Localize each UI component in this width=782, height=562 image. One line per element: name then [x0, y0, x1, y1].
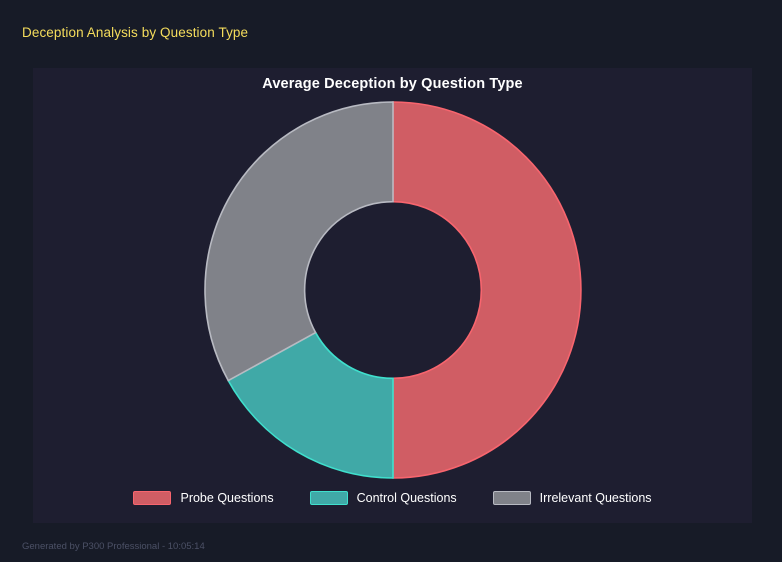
legend-label-control-questions: Control Questions: [356, 491, 457, 505]
legend-item-irrelevant-questions[interactable]: Irrelevant Questions: [492, 491, 652, 505]
legend-item-control-questions[interactable]: Control Questions: [309, 491, 457, 505]
footer-status-text: Generated by P300 Professional - 10:05:1…: [22, 541, 205, 552]
legend-swatch-control-questions: [309, 491, 348, 505]
legend-swatch-irrelevant-questions: [492, 491, 531, 505]
legend-item-probe-questions[interactable]: Probe Questions: [133, 491, 274, 505]
chart-panel: Average Deception by Question Type Probe…: [33, 68, 752, 523]
donut-slice[interactable]: [203, 101, 394, 382]
chart-legend: Probe Questions Control Questions Irrele…: [33, 491, 752, 505]
donut-slice[interactable]: [391, 101, 582, 479]
legend-swatch-probe-questions: [133, 491, 172, 505]
legend-label-irrelevant-questions: Irrelevant Questions: [539, 491, 652, 505]
donut-chart: [33, 98, 752, 488]
legend-label-probe-questions: Probe Questions: [180, 491, 274, 505]
chart-title: Average Deception by Question Type: [262, 76, 523, 92]
page-title: Deception Analysis by Question Type: [22, 25, 249, 40]
donut-slices: [203, 101, 582, 479]
donut-chart-svg: [203, 101, 582, 479]
donut-slice[interactable]: [226, 331, 394, 479]
